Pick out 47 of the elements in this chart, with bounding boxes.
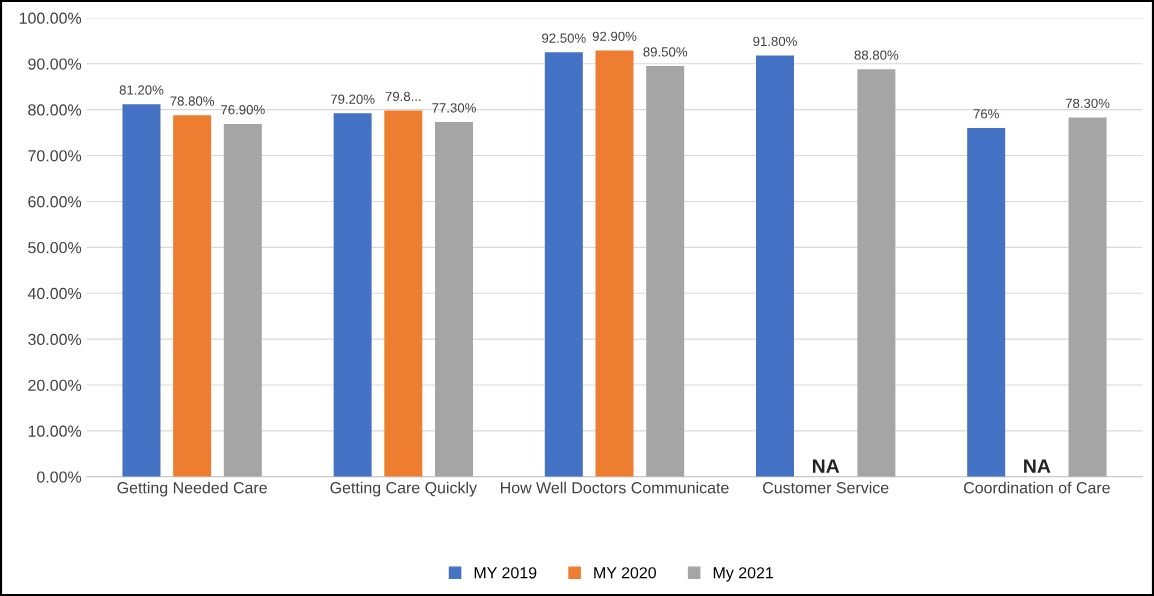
x-tick-label: Customer Service — [763, 481, 889, 494]
data-label: 88.80% — [854, 50, 899, 60]
x-tick-label: Getting Needed Care — [117, 481, 267, 497]
data-label: 79.20% — [330, 94, 375, 104]
bar — [756, 55, 795, 477]
legend-label: MY 2019 — [474, 567, 537, 579]
x-tick-label: Coordination of Care — [963, 481, 1110, 494]
bar — [967, 128, 1006, 477]
text: NA — [1024, 459, 1051, 473]
y-tick-label: 20.00% — [28, 379, 82, 391]
data-label: 89.50% — [643, 47, 688, 57]
x-tick-label: How Well Doctors Communicate — [501, 481, 729, 494]
bar — [595, 50, 634, 477]
y-tick-label: 90.00% — [28, 58, 82, 70]
y-tick-label: 50.00% — [28, 241, 82, 254]
data-label: 91.80% — [753, 36, 797, 47]
y-tick-label: 100.00% — [19, 12, 82, 24]
data-label: 79.8... — [385, 91, 421, 102]
text: NA — [812, 459, 840, 473]
bar — [223, 123, 262, 477]
data-label: 76% — [973, 109, 999, 119]
y-tick-label: 0.00% — [37, 471, 82, 483]
bar — [384, 110, 423, 477]
bar — [544, 52, 583, 477]
legend-label: MY 2020 — [594, 567, 656, 579]
data-label: 81.20% — [119, 85, 164, 95]
data-label: 92.50% — [542, 33, 586, 43]
y-tick-label: 70.00% — [28, 150, 82, 162]
y-tick-label: 10.00% — [28, 425, 82, 437]
legend-label: My 2021 — [713, 567, 773, 582]
data-label: 92.90% — [592, 31, 637, 41]
y-tick-label: 60.00% — [28, 196, 82, 208]
bar — [435, 122, 474, 477]
data-label: 77.30% — [432, 103, 476, 113]
bar — [122, 104, 161, 477]
y-tick-label: 80.00% — [28, 104, 82, 116]
data-label: 78.30% — [1065, 98, 1110, 108]
bar — [333, 113, 372, 477]
y-tick-label: 40.00% — [27, 287, 82, 300]
y-tick-label: 30.00% — [28, 333, 82, 346]
data-label: 78.80% — [170, 96, 215, 106]
bar — [857, 69, 896, 477]
x-tick-label: Getting Care Quickly — [330, 481, 477, 497]
bar — [1068, 117, 1107, 477]
data-label: 76.90% — [221, 105, 265, 115]
bar — [173, 115, 212, 477]
bar — [646, 66, 685, 477]
